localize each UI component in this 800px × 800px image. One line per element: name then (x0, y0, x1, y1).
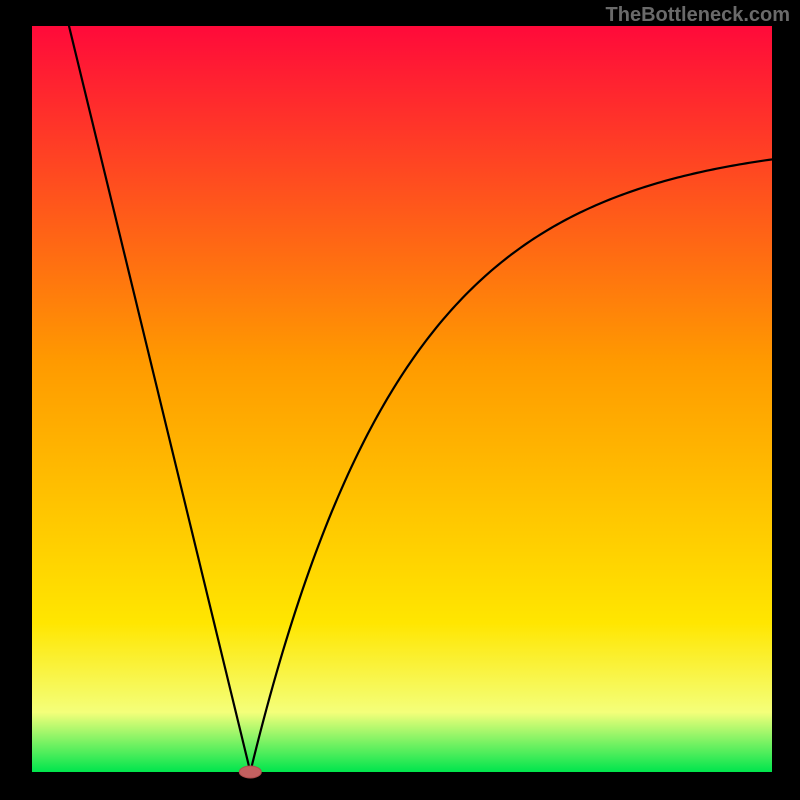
chart-container: TheBottleneck.com (0, 0, 800, 800)
watermark-text: TheBottleneck.com (606, 4, 790, 27)
plot-background (32, 26, 772, 772)
bottleneck-marker (239, 766, 261, 778)
bottleneck-chart (0, 0, 800, 800)
